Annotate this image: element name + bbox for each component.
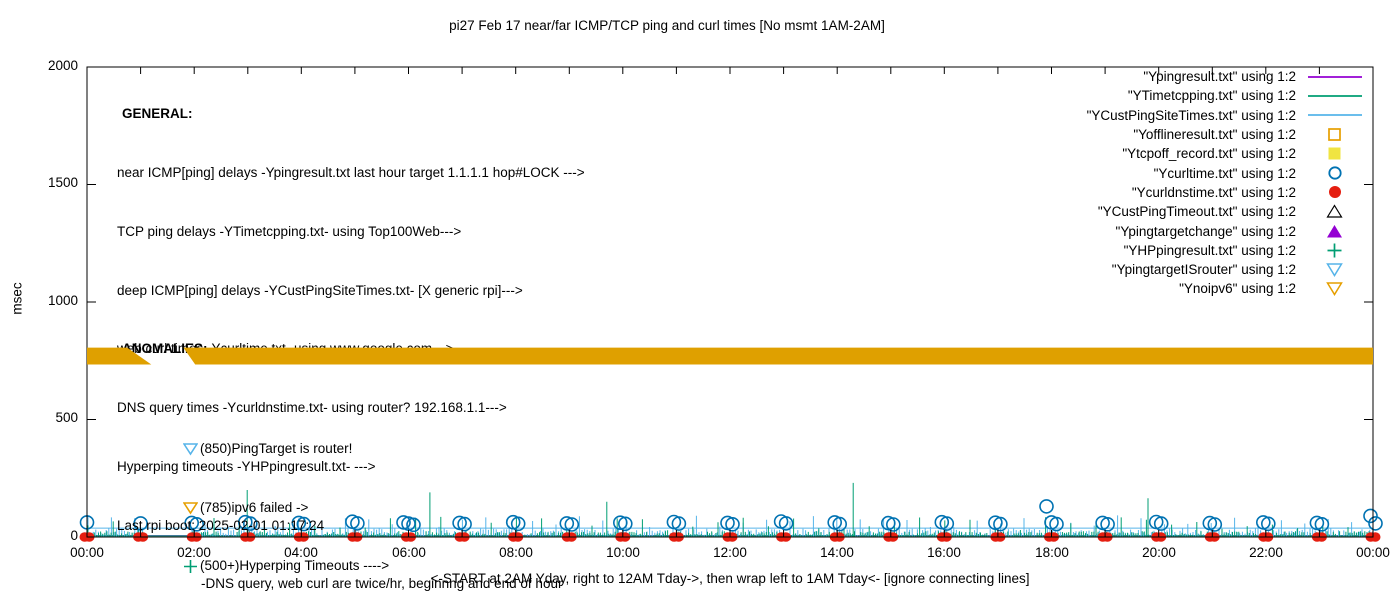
circle-open-blue-icon <box>1296 165 1373 181</box>
y-tick-1500: 1500 <box>47 175 78 190</box>
anomalies-heading: ANOMALIES: <box>122 341 208 357</box>
y-tick-0: 0 <box>70 528 78 543</box>
legend-row: "YCustPingSiteTimes.txt" using 1:2 <box>903 106 1373 125</box>
legend-label: "YCustPingSiteTimes.txt" using 1:2 <box>1086 107 1296 123</box>
legend-row: "YHPpingresult.txt" using 1:2 <box>903 241 1373 260</box>
legend-label: "YCustPingTimeout.txt" using 1:2 <box>1097 204 1296 220</box>
legend-row: "Ynoipv6" using 1:2 <box>903 279 1373 298</box>
triangle-down-orange-icon <box>183 501 200 515</box>
square-filled-yellow-icon <box>1296 146 1373 161</box>
triangle-down-skyblue-icon <box>1296 262 1373 278</box>
general-heading: GENERAL: <box>122 106 193 122</box>
anomaly-row: (850)PingTarget is router! <box>183 439 399 459</box>
square-open-orange-icon <box>1296 127 1373 142</box>
legend-row: "YTimetcpping.txt" using 1:2 <box>903 86 1373 105</box>
legend-label: "Ypingtargetchange" using 1:2 <box>1115 223 1296 239</box>
legend-label: "YTimetcpping.txt" using 1:2 <box>1127 88 1296 104</box>
legend-label: "Yofflineresult.txt" using 1:2 <box>1133 127 1296 143</box>
legend-row: "Ypingtargetchange" using 1:2 <box>903 221 1373 240</box>
x-tick-2000: 20:00 <box>1142 545 1176 560</box>
general-line: TCP ping delays -YTimetcpping.txt- using… <box>117 223 462 239</box>
x-tick-0800: 08:00 <box>499 545 533 560</box>
anomaly-text: (500+)Hyperping Timeouts ----> <box>200 558 390 574</box>
general-line: Hyperping timeouts -YHPpingresult.txt- -… <box>117 458 376 474</box>
legend-row: "Yofflineresult.txt" using 1:2 <box>903 125 1373 144</box>
x-tick-0400: 04:00 <box>284 545 318 560</box>
triangle-up-purple-icon <box>1296 224 1373 239</box>
plus-teal-icon <box>1296 242 1373 259</box>
x-tick-0200: 02:00 <box>177 545 211 560</box>
legend: "Ypingresult.txt" using 1:2 "YTimetcppin… <box>903 67 1373 299</box>
plus-teal-icon <box>183 559 200 574</box>
general-line: deep ICMP[ping] delays -YCustPingSiteTim… <box>117 282 523 298</box>
legend-label: "Ynoipv6" using 1:2 <box>1179 281 1296 297</box>
x-tick-1200: 12:00 <box>713 545 747 560</box>
y-tick-1000: 1000 <box>47 293 78 308</box>
y-tick-500: 500 <box>55 410 78 425</box>
legend-row: "Ycurltime.txt" using 1:2 <box>903 163 1373 182</box>
general-note: -DNS query, web curl are twice/hr, begin… <box>201 576 563 592</box>
anomaly-row: (500+)Hyperping Timeouts ----> <box>183 557 399 577</box>
line-purple-icon <box>1296 74 1373 80</box>
line-skyblue-icon <box>1296 112 1373 118</box>
legend-label: "YHPpingresult.txt" using 1:2 <box>1123 242 1296 258</box>
legend-label: "Ytcpoff_record.txt" using 1:2 <box>1122 146 1296 162</box>
triangle-up-black-icon <box>1296 204 1373 219</box>
anomalies-block: ANOMALIES: (850)PingTarget is router! (7… <box>117 300 399 600</box>
anomaly-row: (785)ipv6 failed -> <box>183 498 399 518</box>
legend-row: "Ycurldnstime.txt" using 1:2 <box>903 183 1373 202</box>
x-tick-2200: 22:00 <box>1249 545 1283 560</box>
anomaly-text: (785)ipv6 failed -> <box>200 499 309 515</box>
triangle-down-skyblue-icon <box>183 442 200 456</box>
triangle-down-orange-icon <box>1296 281 1373 297</box>
legend-label: "Ycurldnstime.txt" using 1:2 <box>1131 184 1296 200</box>
y-tick-2000: 2000 <box>47 58 78 73</box>
x-tick-0000b: 00:00 <box>1356 545 1390 560</box>
legend-row: "YpingtargetISrouter" using 1:2 <box>903 260 1373 279</box>
legend-row: "Ypingresult.txt" using 1:2 <box>903 67 1373 86</box>
x-tick-0600: 06:00 <box>392 545 426 560</box>
x-tick-1800: 18:00 <box>1035 545 1069 560</box>
legend-label: "Ycurltime.txt" using 1:2 <box>1153 165 1296 181</box>
legend-label: "YpingtargetISrouter" using 1:2 <box>1111 262 1296 278</box>
legend-row: "Ytcpoff_record.txt" using 1:2 <box>903 144 1373 163</box>
chart-title: pi27 Feb 17 near/far ICMP/TCP ping and c… <box>449 18 885 33</box>
anomaly-text: (850)PingTarget is router! <box>200 441 353 457</box>
legend-row: "YCustPingTimeout.txt" using 1:2 <box>903 202 1373 221</box>
general-block: GENERAL: near ICMP[ping] delays -Ypingre… <box>117 65 608 600</box>
general-line: Last rpi boot: 2025-02-01 01:17:24 <box>117 517 325 533</box>
x-tick-1600: 16:00 <box>927 545 961 560</box>
general-line: near ICMP[ping] delays -Ypingresult.txt … <box>117 164 585 180</box>
circle-filled-red-icon <box>1296 184 1373 200</box>
x-tick-0000a: 00:00 <box>70 545 104 560</box>
x-tick-1400: 14:00 <box>820 545 854 560</box>
x-axis-label: <-START at 2AM Yday, right to 12AM Tday-… <box>430 571 1030 586</box>
x-tick-1000: 10:00 <box>606 545 640 560</box>
general-line: DNS query times -Ycurldnstime.txt- using… <box>117 400 507 416</box>
line-teal-icon <box>1296 93 1373 99</box>
legend-label: "Ypingresult.txt" using 1:2 <box>1143 69 1296 85</box>
